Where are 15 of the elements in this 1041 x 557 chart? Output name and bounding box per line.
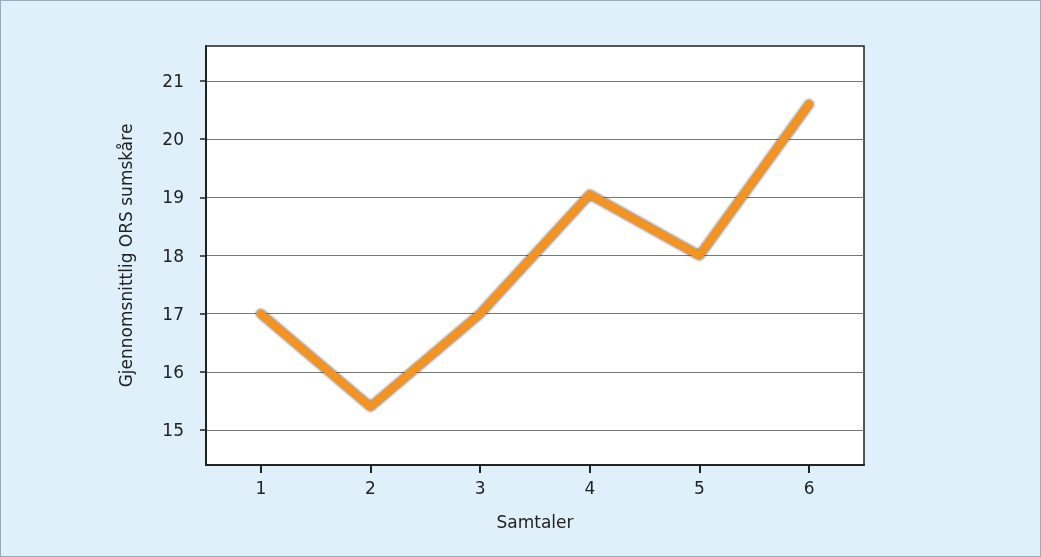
y-tick-label: 15 [162,420,184,441]
y-tick-label: 20 [162,129,184,150]
y-tick-label: 18 [162,245,184,266]
x-tick-label: 1 [255,477,267,498]
y-tick-label: 17 [162,303,184,324]
y-axis-title: Gjennomsnittlig ORS sumskåre [115,123,136,388]
x-axis-title: Samtaler [496,511,574,532]
x-tick-label: 6 [803,477,815,498]
x-tick-label: 5 [694,477,705,498]
y-tick-label: 16 [162,361,184,382]
y-tick-label: 19 [162,187,184,208]
x-tick-label: 3 [474,477,486,498]
x-tick-label: 2 [365,477,376,498]
y-tick-label: 21 [162,70,184,91]
x-tick-label: 4 [584,477,596,498]
